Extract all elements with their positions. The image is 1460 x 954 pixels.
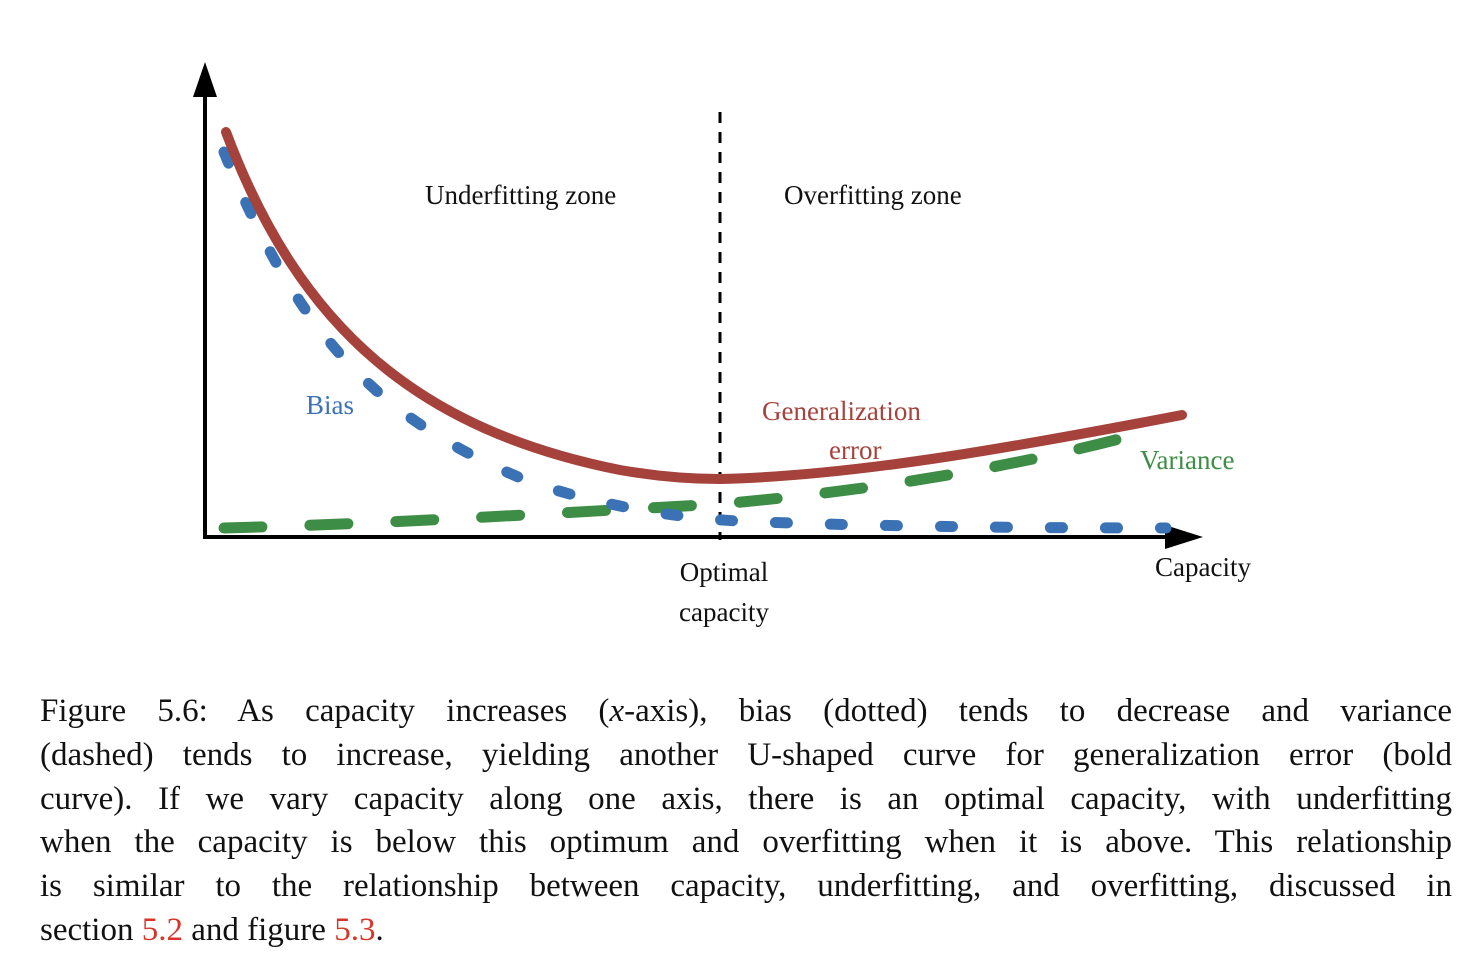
- optimal-capacity-label-line2: capacity: [679, 597, 769, 627]
- bias-curve: [218, 146, 1172, 534]
- x-variable: x: [609, 693, 625, 729]
- x-axis-label: Capacity: [1155, 552, 1251, 582]
- generalization-error-curve: [221, 127, 1187, 485]
- caption-line: when the capacity is below this optimum …: [40, 824, 1452, 861]
- bias-variance-diagram: Underfitting zone Overfitting zone Bias …: [193, 62, 1251, 627]
- underfitting-zone-label: Underfitting zone: [425, 180, 616, 210]
- variance-curve: [218, 426, 1151, 534]
- bias-label: Bias: [306, 390, 354, 420]
- caption-line: curve). If we vary capacity along one ax…: [40, 780, 1452, 817]
- x-axis-arrowhead: [1165, 525, 1203, 549]
- generalization-error-label-line2: error: [829, 435, 881, 465]
- y-axis-arrowhead: [193, 62, 217, 97]
- overfitting-zone-label: Overfitting zone: [784, 180, 962, 210]
- figure-ref-link[interactable]: 5.3: [334, 911, 376, 948]
- caption-line: Figure 5.6: As capacity increases (x-axi…: [40, 693, 1452, 729]
- caption-line: is similar to the relationship between c…: [40, 868, 1452, 905]
- variance-label: Variance: [1140, 445, 1234, 475]
- optimal-capacity-label-line1: Optimal: [680, 557, 769, 587]
- section-ref-link[interactable]: 5.2: [141, 911, 183, 948]
- figure-caption: Figure 5.6: As capacity increases (x-axi…: [40, 690, 1452, 953]
- caption-line: section 5.2 and figure 5.3.: [40, 911, 384, 948]
- caption-line: (dashed) tends to increase, yielding ano…: [40, 736, 1452, 773]
- generalization-error-label-line1: Generalization: [762, 396, 921, 426]
